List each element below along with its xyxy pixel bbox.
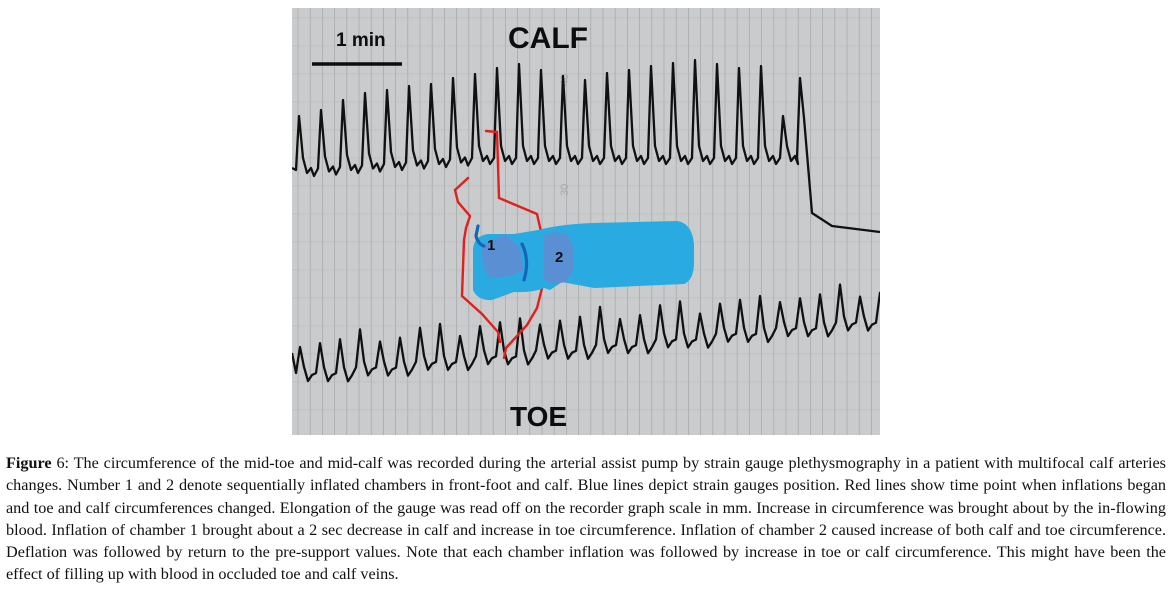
scale-bar-label: 1 min <box>336 30 386 51</box>
recorder-grid <box>292 8 880 435</box>
toe-circumference-trace <box>292 283 880 383</box>
figure-label: Figure <box>6 454 52 472</box>
paper-scale-mark: 40 <box>559 74 571 86</box>
calf-label: CALF <box>508 22 588 55</box>
strain-gauge-calf <box>520 242 529 282</box>
figure-panel: 1 min CALF TOE 40 30 1 2 <box>292 8 880 435</box>
calf-circumference-trace <box>292 58 880 234</box>
recorder-paper <box>292 8 880 435</box>
caption-text: 6: The circumference of the mid-toe and … <box>6 454 1166 584</box>
strain-gauge-toe <box>474 224 486 248</box>
figure-caption: Figure 6: The circumference of the mid-t… <box>6 452 1166 586</box>
plethysmography-recording: 1 min CALF TOE 40 30 1 2 <box>292 8 880 435</box>
red-inflation-line-toe <box>453 176 502 344</box>
chamber-2-label: 2 <box>555 249 563 266</box>
chamber-1-label: 1 <box>487 237 495 254</box>
toe-label: TOE <box>510 401 567 432</box>
arterial-assist-pump: 1 2 <box>473 221 694 301</box>
pump-boot-body <box>473 221 694 301</box>
chamber-1 <box>481 234 524 278</box>
chamber-2 <box>544 232 573 284</box>
paper-scale-mark: 30 <box>559 184 571 196</box>
